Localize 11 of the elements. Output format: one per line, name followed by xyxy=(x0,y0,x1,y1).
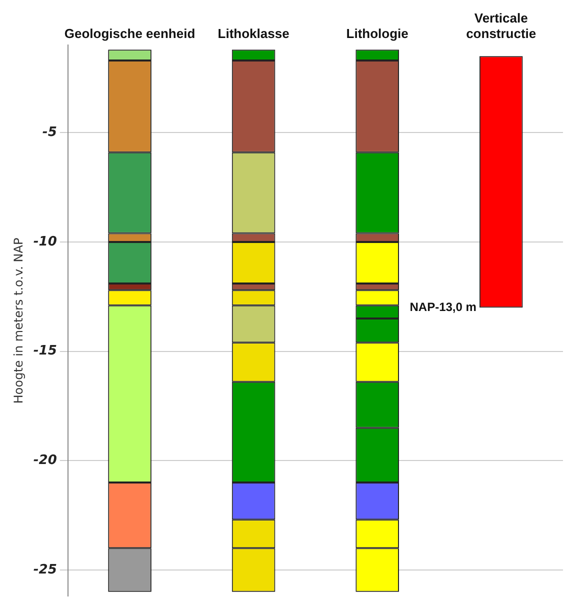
y-axis-title: Hoogte in meters t.o.v. NAP xyxy=(11,238,26,404)
annotation: NAP-13,0 m xyxy=(410,300,476,314)
y-tick-label: -15 xyxy=(33,344,57,359)
y-tick-label: -10 xyxy=(33,234,57,250)
x-tick-label: Geologische eenheid xyxy=(64,26,196,41)
y-tick-label: -5 xyxy=(42,125,57,140)
x-tick-label: Lithoklasse xyxy=(218,26,290,41)
y-tick-label: -25 xyxy=(33,562,57,578)
y-tick-label: -20 xyxy=(33,453,57,468)
x-tick-label: Lithologie xyxy=(346,26,408,41)
x-tick-label: Verticale constructie xyxy=(466,10,536,41)
